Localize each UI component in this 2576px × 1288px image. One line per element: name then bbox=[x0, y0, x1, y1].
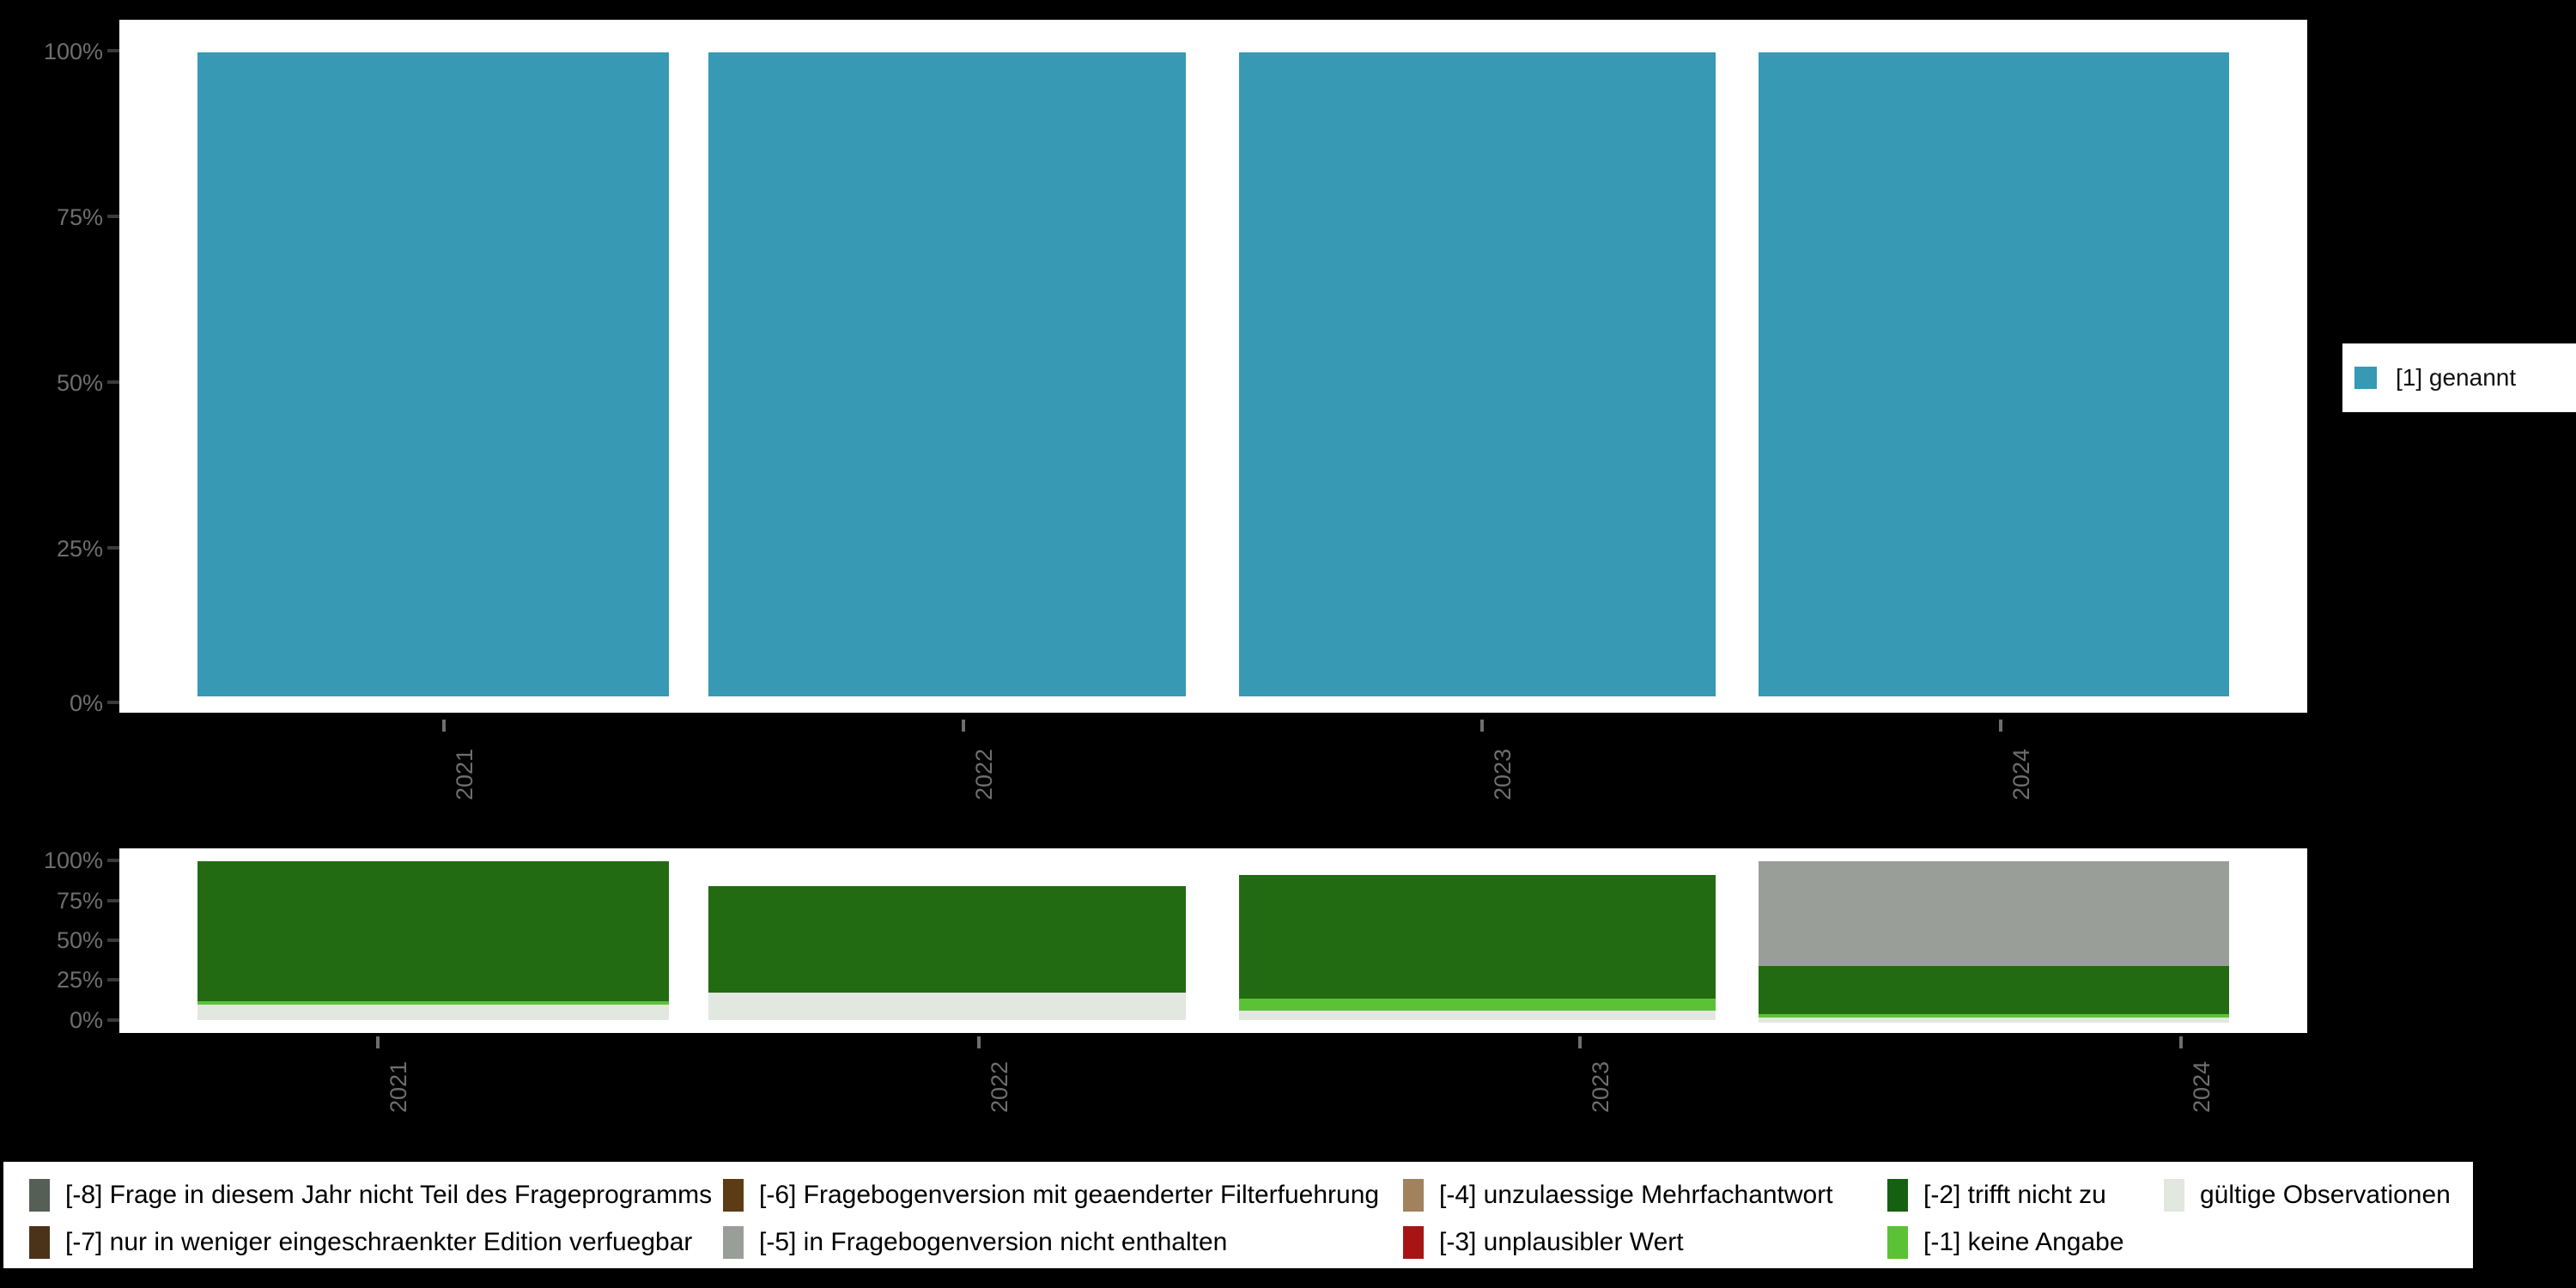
legend-label-valid-observations: gültige Observationen bbox=[2200, 1181, 2451, 1209]
y-tick-label: 100% bbox=[43, 39, 103, 64]
legend-label-minus1: [-1] keine Angabe bbox=[1923, 1228, 2124, 1256]
bar-2023-seg-trifft-nicht-zu bbox=[1239, 875, 1716, 999]
x-tick-label: 2023 bbox=[1490, 748, 1516, 800]
bar-2024-genannt bbox=[1759, 52, 2229, 696]
legend-swatch-minus2 bbox=[1887, 1179, 1908, 1212]
y-tick-mark bbox=[107, 49, 119, 52]
bar-2023-seg-keine-angabe bbox=[1239, 999, 1716, 1011]
x-tick-label: 2021 bbox=[452, 748, 477, 800]
legend-item-minus4[interactable]: [-4] unzulaessige Mehrfachantwort bbox=[1403, 1179, 1833, 1212]
legend-swatch-minus7 bbox=[29, 1226, 50, 1259]
x-tick-label: 2022 bbox=[971, 748, 997, 800]
top-chart-legend[interactable]: [1] genannt bbox=[2342, 343, 2576, 412]
bar-2024-seg-gueltige-observationen bbox=[1759, 1018, 2229, 1023]
legend-label-minus8: [-8] Frage in diesem Jahr nicht Teil des… bbox=[65, 1181, 713, 1209]
legend-label-minus6: [-6] Fragebogenversion mit geaenderter F… bbox=[759, 1181, 1380, 1209]
bar-2021-seg-gueltige-observationen bbox=[197, 1005, 669, 1020]
legend-swatch-minus4 bbox=[1403, 1179, 1424, 1212]
bottom-chart-axis-line bbox=[119, 1030, 2307, 1033]
legend-label-genannt: [1] genannt bbox=[2396, 364, 2517, 391]
bar-2023-seg-gueltige-observationen bbox=[1239, 1011, 1716, 1020]
legend-swatch-minus3 bbox=[1403, 1226, 1424, 1259]
bar-2021-seg-trifft-nicht-zu bbox=[197, 861, 669, 1001]
bar-2021-genannt bbox=[197, 52, 669, 696]
legend-label-minus7: [-7] nur in weniger eingeschraenkter Edi… bbox=[65, 1228, 693, 1256]
legend-item-minus3[interactable]: [-3] unplausibler Wert bbox=[1403, 1226, 1684, 1259]
y-tick-label: 0% bbox=[69, 690, 103, 716]
legend-item-valid-observations[interactable]: gültige Observationen bbox=[2164, 1179, 2451, 1212]
legend-item-minus5[interactable]: [-5] in Fragebogenversion nicht enthalte… bbox=[723, 1226, 1227, 1259]
x-tick-label: 2023 bbox=[1588, 1060, 1613, 1113]
legend-swatch-genannt bbox=[2354, 367, 2377, 389]
legend-item-minus2[interactable]: [-2] trifft nicht zu bbox=[1887, 1179, 2106, 1212]
x-tick-mark bbox=[376, 1036, 380, 1048]
x-tick-mark bbox=[1480, 720, 1484, 732]
y-tick-label: 75% bbox=[56, 888, 103, 914]
bar-2022-genannt bbox=[708, 52, 1186, 696]
x-tick-label: 2024 bbox=[2189, 1060, 2215, 1113]
legend-item-minus1[interactable]: [-1] keine Angabe bbox=[1887, 1226, 2124, 1259]
x-tick-mark bbox=[962, 720, 965, 732]
x-tick-mark bbox=[977, 1036, 981, 1048]
y-tick-mark bbox=[107, 701, 119, 704]
legend-label-minus3: [-3] unplausibler Wert bbox=[1439, 1228, 1684, 1256]
bar-2024-seg-nicht-enthalten bbox=[1759, 861, 2229, 966]
y-tick-mark bbox=[107, 939, 119, 942]
bar-2022-seg-gueltige-observationen bbox=[708, 993, 1186, 1020]
y-tick-mark bbox=[107, 215, 119, 218]
y-tick-mark bbox=[107, 546, 119, 550]
y-tick-mark bbox=[107, 859, 119, 862]
x-tick-label: 2021 bbox=[386, 1060, 411, 1113]
legend-swatch-valid-observations bbox=[2164, 1179, 2184, 1212]
y-tick-mark bbox=[107, 978, 119, 981]
y-tick-label: 0% bbox=[69, 1007, 103, 1033]
y-tick-label: 50% bbox=[56, 370, 103, 396]
bottom-legend[interactable]: [-8] Frage in diesem Jahr nicht Teil des… bbox=[2, 1160, 2475, 1270]
bar-2022-seg-trifft-nicht-zu bbox=[708, 886, 1186, 993]
legend-swatch-minus8 bbox=[29, 1179, 50, 1212]
x-tick-mark bbox=[442, 720, 446, 732]
y-tick-mark bbox=[107, 380, 119, 384]
legend-label-minus2: [-2] trifft nicht zu bbox=[1923, 1181, 2106, 1209]
y-tick-label: 50% bbox=[56, 927, 103, 953]
x-tick-label: 2022 bbox=[987, 1060, 1012, 1113]
legend-item-minus8[interactable]: [-8] Frage in diesem Jahr nicht Teil des… bbox=[29, 1179, 712, 1212]
legend-item-minus7[interactable]: [-7] nur in weniger eingeschraenkter Edi… bbox=[29, 1226, 692, 1259]
x-tick-mark bbox=[1578, 1036, 1582, 1048]
y-tick-label: 75% bbox=[56, 204, 103, 230]
x-tick-mark bbox=[2179, 1036, 2183, 1048]
legend-item-minus6[interactable]: [-6] Fragebogenversion mit geaenderter F… bbox=[723, 1179, 1379, 1212]
x-tick-label: 2024 bbox=[2008, 748, 2034, 800]
y-tick-label: 100% bbox=[43, 848, 103, 873]
legend-label-minus4: [-4] unzulaessige Mehrfachantwort bbox=[1439, 1181, 1833, 1209]
legend-label-minus5: [-5] in Fragebogenversion nicht enthalte… bbox=[759, 1228, 1228, 1256]
bar-2024-seg-trifft-nicht-zu bbox=[1759, 966, 2229, 1014]
y-tick-label: 25% bbox=[56, 967, 103, 993]
x-tick-mark bbox=[1999, 720, 2002, 732]
y-tick-mark bbox=[107, 1018, 119, 1022]
y-tick-mark bbox=[107, 899, 119, 902]
legend-swatch-minus1 bbox=[1887, 1226, 1908, 1259]
bar-2023-genannt bbox=[1239, 52, 1716, 696]
y-tick-label: 25% bbox=[56, 536, 103, 562]
bar-2024-seg-keine-angabe bbox=[1759, 1014, 2229, 1018]
legend-swatch-minus6 bbox=[723, 1179, 744, 1212]
legend-swatch-minus5 bbox=[723, 1226, 744, 1259]
bar-2021-seg-keine-angabe bbox=[197, 1001, 669, 1005]
